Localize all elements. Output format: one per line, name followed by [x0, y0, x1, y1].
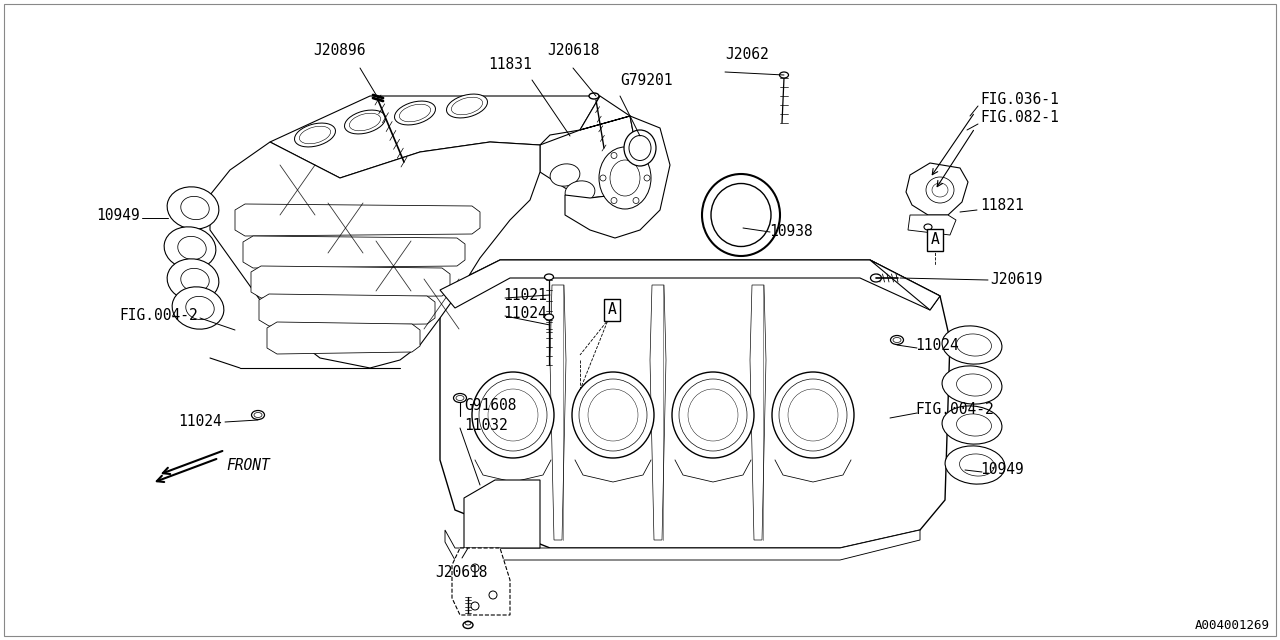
Text: FIG.004-2: FIG.004-2 [915, 403, 993, 417]
Ellipse shape [168, 187, 219, 229]
Ellipse shape [168, 259, 219, 301]
Text: J20618: J20618 [435, 565, 488, 580]
Ellipse shape [394, 101, 435, 125]
Polygon shape [210, 142, 540, 368]
Ellipse shape [891, 335, 904, 344]
Text: 11032: 11032 [465, 417, 508, 433]
Polygon shape [465, 480, 540, 548]
Ellipse shape [611, 198, 617, 204]
Polygon shape [270, 96, 600, 178]
Ellipse shape [564, 181, 595, 203]
Ellipse shape [471, 602, 479, 610]
Polygon shape [268, 322, 420, 354]
Text: G91608: G91608 [465, 397, 517, 413]
Ellipse shape [164, 227, 216, 269]
Polygon shape [908, 215, 956, 235]
Polygon shape [750, 285, 765, 540]
Text: FIG.004-2: FIG.004-2 [119, 307, 198, 323]
Text: A004001269: A004001269 [1196, 619, 1270, 632]
Ellipse shape [634, 198, 639, 204]
Polygon shape [236, 204, 480, 236]
Ellipse shape [710, 184, 771, 246]
Ellipse shape [294, 123, 335, 147]
Ellipse shape [544, 314, 553, 320]
Ellipse shape [471, 564, 479, 572]
Ellipse shape [625, 130, 657, 166]
Text: 10949: 10949 [96, 207, 140, 223]
Text: J20619: J20619 [989, 273, 1042, 287]
Ellipse shape [453, 394, 466, 403]
Text: 11024: 11024 [503, 305, 547, 321]
Polygon shape [445, 530, 920, 560]
Polygon shape [870, 260, 940, 310]
Ellipse shape [575, 199, 605, 221]
Text: J20896: J20896 [314, 43, 366, 58]
Polygon shape [452, 548, 509, 615]
Text: G79201: G79201 [620, 73, 672, 88]
Ellipse shape [924, 224, 932, 230]
Ellipse shape [644, 175, 650, 181]
Ellipse shape [701, 174, 780, 256]
Ellipse shape [589, 93, 599, 99]
Ellipse shape [463, 621, 474, 628]
Ellipse shape [344, 110, 385, 134]
Polygon shape [564, 116, 669, 238]
Text: 11821: 11821 [980, 198, 1024, 212]
Text: 11024: 11024 [915, 337, 959, 353]
Text: FIG.036-1: FIG.036-1 [980, 93, 1059, 108]
Text: J2062: J2062 [724, 47, 769, 62]
Polygon shape [906, 163, 968, 215]
Polygon shape [243, 236, 465, 268]
Ellipse shape [472, 372, 554, 458]
Text: 10949: 10949 [980, 463, 1024, 477]
Ellipse shape [544, 274, 553, 280]
Ellipse shape [599, 147, 652, 209]
Text: FIG.082-1: FIG.082-1 [980, 111, 1059, 125]
Ellipse shape [942, 406, 1002, 444]
Ellipse shape [489, 591, 497, 599]
Ellipse shape [550, 164, 580, 186]
Ellipse shape [942, 326, 1002, 364]
Polygon shape [650, 285, 666, 540]
Polygon shape [259, 294, 435, 326]
Polygon shape [440, 260, 950, 548]
Text: A: A [931, 232, 940, 248]
Ellipse shape [447, 94, 488, 118]
Ellipse shape [572, 372, 654, 458]
Polygon shape [550, 285, 566, 540]
Ellipse shape [942, 366, 1002, 404]
Ellipse shape [600, 175, 605, 181]
Text: 11024: 11024 [178, 415, 221, 429]
Text: A: A [608, 303, 617, 317]
Ellipse shape [634, 152, 639, 159]
Text: 11021: 11021 [503, 287, 547, 303]
Ellipse shape [672, 372, 754, 458]
Polygon shape [251, 266, 451, 298]
Ellipse shape [772, 372, 854, 458]
Polygon shape [540, 96, 640, 198]
Ellipse shape [945, 446, 1005, 484]
Ellipse shape [172, 287, 224, 329]
Ellipse shape [611, 152, 617, 159]
Text: FRONT: FRONT [227, 458, 270, 474]
Ellipse shape [628, 136, 652, 161]
Ellipse shape [870, 274, 882, 282]
Polygon shape [440, 260, 940, 310]
Ellipse shape [251, 410, 265, 419]
Text: 10938: 10938 [769, 225, 813, 239]
Ellipse shape [780, 72, 788, 78]
Text: 11831: 11831 [488, 57, 532, 72]
Text: J20618: J20618 [547, 43, 599, 58]
